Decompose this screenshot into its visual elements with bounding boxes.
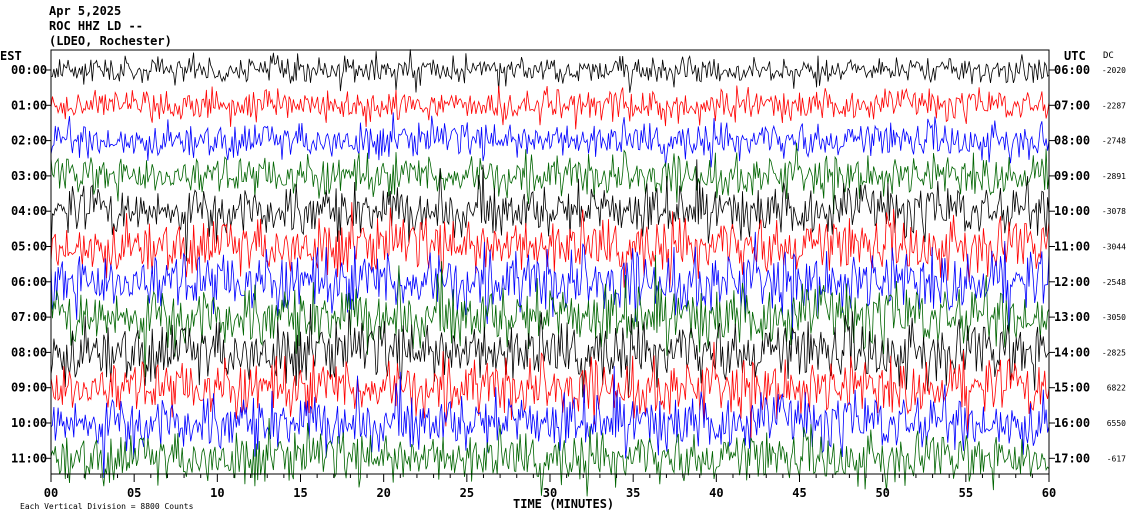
x-tick-label: 30 bbox=[543, 486, 557, 500]
utc-row-label: 07:00 bbox=[1054, 98, 1090, 112]
dc-offset-value: 6550 bbox=[1107, 419, 1126, 428]
utc-row-label: 10:00 bbox=[1054, 204, 1090, 218]
trace-row-0600 bbox=[50, 231, 1050, 340]
trace-row-0100 bbox=[50, 85, 1050, 130]
trace-row-0500 bbox=[50, 202, 1050, 289]
utc-row-label: 08:00 bbox=[1054, 134, 1090, 148]
plot-date: Apr 5,2025 bbox=[49, 4, 122, 18]
utc-row-label: 09:00 bbox=[1054, 169, 1090, 183]
dc-offset-value: -3050 bbox=[1102, 313, 1126, 322]
x-tick-label: 50 bbox=[875, 486, 889, 500]
x-tick-label: 25 bbox=[460, 486, 474, 500]
x-tick-label: 55 bbox=[959, 486, 973, 500]
est-row-label: 04:00 bbox=[11, 204, 47, 218]
est-row-label: 02:00 bbox=[11, 134, 47, 148]
est-axis-title: EST bbox=[0, 49, 22, 63]
dc-offset-value: -2891 bbox=[1102, 172, 1126, 181]
station-code: ROC HHZ LD -- bbox=[49, 19, 143, 33]
trace-row-0200 bbox=[50, 112, 1050, 168]
trace-row-0300 bbox=[50, 142, 1050, 215]
seismic-traces bbox=[50, 49, 1050, 497]
est-row-label: 06:00 bbox=[11, 275, 47, 289]
utc-row-label: 17:00 bbox=[1054, 451, 1090, 465]
dc-offset-value: -2020 bbox=[1102, 66, 1126, 75]
utc-row-label: 13:00 bbox=[1054, 310, 1090, 324]
est-row-label: 11:00 bbox=[11, 451, 47, 465]
x-tick-label: 10 bbox=[210, 486, 224, 500]
x-axis-title: TIME (MINUTES) bbox=[513, 497, 614, 511]
dc-offset-value: -617 bbox=[1107, 454, 1126, 463]
trace-row-0000 bbox=[50, 49, 1050, 93]
trace-row-1000 bbox=[50, 366, 1050, 479]
x-tick-label: 05 bbox=[127, 486, 141, 500]
trace-row-0400 bbox=[50, 159, 1050, 262]
dc-offset-value: -2287 bbox=[1102, 101, 1126, 110]
x-tick-label: 60 bbox=[1042, 486, 1056, 500]
utc-row-label: 16:00 bbox=[1054, 416, 1090, 430]
dc-offset-value: -3044 bbox=[1102, 243, 1126, 252]
vertical-scale-note: Each Vertical Division = 8800 Counts bbox=[20, 502, 194, 511]
est-row-label: 05:00 bbox=[11, 240, 47, 254]
x-tick-label: 45 bbox=[792, 486, 806, 500]
x-tick-label: 00 bbox=[44, 486, 58, 500]
est-row-label: 01:00 bbox=[11, 98, 47, 112]
utc-row-label: 11:00 bbox=[1054, 240, 1090, 254]
est-row-label: 08:00 bbox=[11, 345, 47, 359]
dc-offset-value: -2825 bbox=[1102, 348, 1126, 357]
x-tick-label: 35 bbox=[626, 486, 640, 500]
network-name: (LDEO, Rochester) bbox=[49, 34, 172, 48]
dc-offset-value: -2748 bbox=[1102, 137, 1126, 146]
dc-offset-value: -3078 bbox=[1102, 207, 1126, 216]
utc-row-label: 12:00 bbox=[1054, 275, 1090, 289]
est-row-label: 10:00 bbox=[11, 416, 47, 430]
dc-offset-value: 6822 bbox=[1107, 384, 1126, 393]
trace-row-1100 bbox=[50, 417, 1050, 497]
x-tick-label: 15 bbox=[293, 486, 307, 500]
est-row-label: 00:00 bbox=[11, 63, 47, 77]
trace-row-0900 bbox=[50, 341, 1050, 441]
x-tick-label: 40 bbox=[709, 486, 723, 500]
x-tick-label: 20 bbox=[376, 486, 390, 500]
est-row-label: 09:00 bbox=[11, 381, 47, 395]
utc-row-label: 06:00 bbox=[1054, 63, 1090, 77]
axis-labels: 00 05 10 15 20 25 30 35 40 45 50 55 60 00:00 06:00 -202… bbox=[11, 63, 1126, 500]
utc-row-label: 14:00 bbox=[1054, 345, 1090, 359]
utc-row-label: 15:00 bbox=[1054, 381, 1090, 395]
utc-axis-title: UTC bbox=[1064, 49, 1086, 63]
est-row-label: 07:00 bbox=[11, 310, 47, 324]
trace-row-0800 bbox=[50, 303, 1050, 399]
dc-column-title: DC bbox=[1103, 51, 1114, 61]
axis-ticks bbox=[45, 69, 1055, 482]
est-row-label: 03:00 bbox=[11, 169, 47, 183]
dc-offset-value: -2548 bbox=[1102, 278, 1126, 287]
